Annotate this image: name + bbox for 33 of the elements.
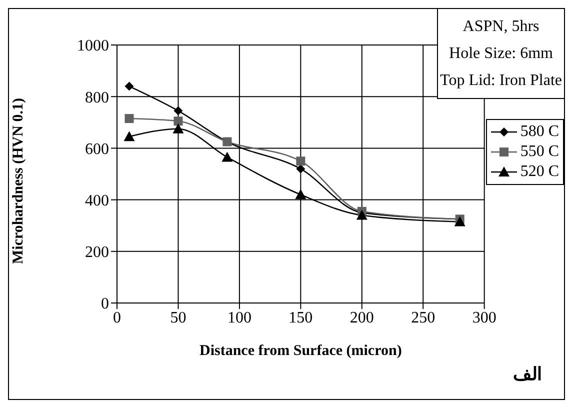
point (222, 152, 233, 162)
x-tick-label: 100 (227, 309, 252, 326)
point (172, 123, 184, 134)
x-tick-label: 250 (411, 309, 436, 326)
point (295, 189, 306, 200)
x-tick-label: 0 (113, 309, 121, 326)
y-tick-label: 200 (85, 244, 109, 262)
y-tick-label: 0 (101, 296, 109, 313)
y-axis-title: Microhardness (HVN 0.1) (10, 98, 26, 264)
point (174, 116, 183, 126)
point (124, 82, 134, 91)
legend-label: 580 C (520, 122, 559, 142)
x-tick-label: 150 (288, 309, 313, 326)
x-tick-label: 300 (472, 309, 496, 326)
x-axis-title: Distance from Surface (micron) (200, 343, 402, 359)
text: ASPN, 5hrs (462, 17, 540, 37)
legend-label: 520 C (520, 162, 559, 182)
y-tick-label: 800 (85, 89, 109, 106)
x-tick-label: 50 (170, 309, 186, 326)
point (454, 216, 466, 226)
y-tick-label: 1000 (77, 38, 109, 55)
point (296, 156, 306, 166)
annotation: Top Lid: Iron Plate (440, 71, 562, 91)
point (174, 106, 183, 116)
y-tick-label: 600 (85, 140, 109, 158)
x-tick-label: 200 (350, 309, 374, 326)
legend-label: 550 C (520, 142, 559, 162)
text: الف (513, 363, 542, 385)
y-tick-label: 400 (85, 192, 109, 210)
annotation: Hole Size: 6mm (448, 44, 554, 64)
point (124, 114, 134, 124)
point (124, 131, 135, 142)
point (356, 210, 368, 220)
